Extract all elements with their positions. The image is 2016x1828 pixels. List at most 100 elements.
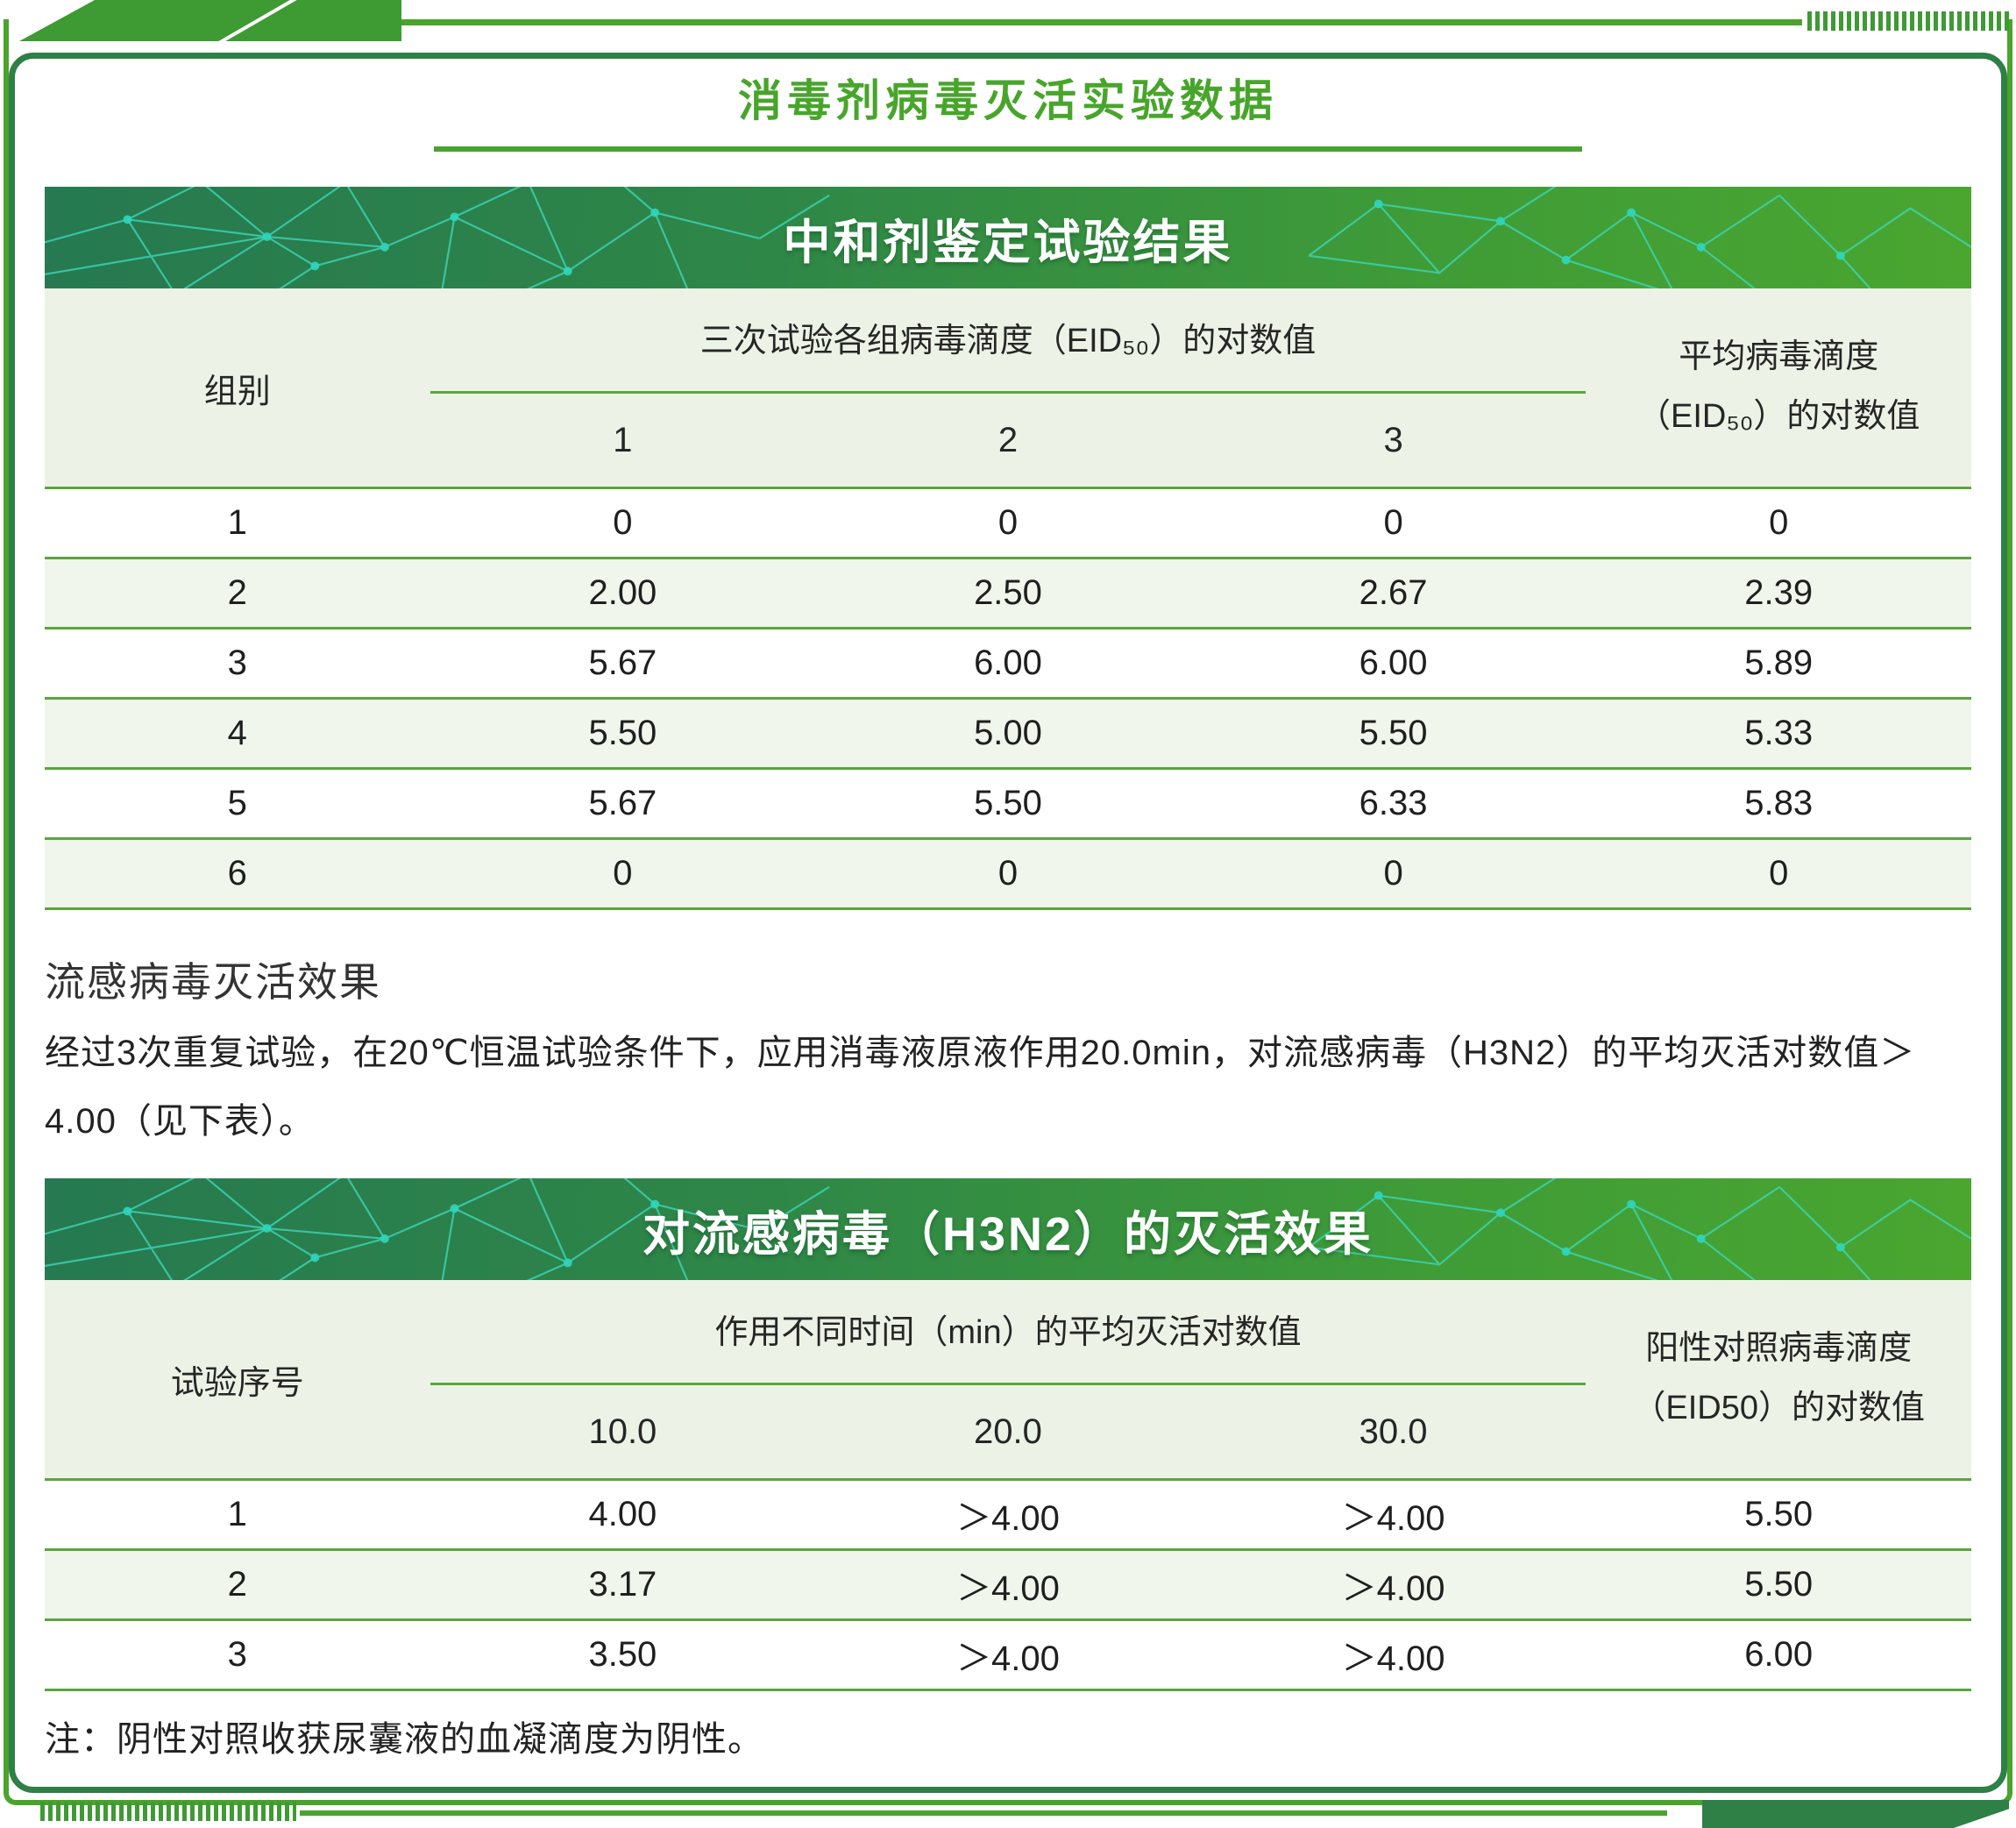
table-cell: 5.67 (588, 644, 657, 682)
table-cell: 5.00 (974, 714, 1042, 752)
table-cell: 0 (613, 854, 633, 893)
table-cell: 2.67 (1359, 573, 1428, 612)
table-cell: 3 (227, 644, 247, 682)
sub-header-1: 1 (613, 420, 633, 459)
corner-seam (218, 0, 297, 41)
section2-paragraph: 经过3次重复试验，在20℃恒温试验条件下，应用消毒液原液作用20.0min，对流… (45, 1034, 1916, 1141)
table-cell: 5.33 (1744, 714, 1814, 752)
sub-header-30: 30.0 (1359, 1412, 1428, 1451)
table-cell: 0 (1769, 854, 1789, 893)
table-cell: 0 (1769, 503, 1789, 542)
table-cell: 3 (227, 1635, 247, 1674)
table-cell: ＞4.00 (1341, 1498, 1445, 1538)
table-cell: 2.00 (588, 573, 657, 612)
table-cell: 5 (227, 784, 247, 822)
table-cell: 2 (227, 573, 247, 612)
table-cell: 5.50 (588, 714, 657, 752)
table-cell: 5.50 (1359, 714, 1428, 752)
corner-decoration-top-left (19, 0, 401, 41)
content-card: 消毒剂病毒灭活实验数据 中和剂鉴定试验结果 (9, 53, 2007, 1793)
table-cell: 2 (227, 1565, 247, 1604)
hatch-bars-bottom-left-icon (40, 1802, 296, 1821)
table-cell: 6.00 (1359, 644, 1428, 682)
table-cell: 1 (227, 1495, 247, 1533)
column-header-average: 平均病毒滴度 （EID₅₀）的对数值 (1586, 288, 1971, 487)
title-underline (434, 146, 1582, 152)
table-row: 1 4.00 ＞4.00 ＞4.00 5.50 (45, 1478, 1971, 1548)
column-header-span: 三次试验各组病毒滴度（EID₅₀）的对数值 1 2 3 (429, 288, 1587, 487)
control-label-line2: （EID50）的对数值 (1632, 1390, 1925, 1426)
corner-decoration-bottom-right (1702, 1800, 2009, 1828)
table-cell: 0 (1383, 854, 1403, 893)
table-header: 组别 三次试验各组病毒滴度（EID₅₀）的对数值 1 2 3 平均病毒滴度 （E… (45, 288, 1971, 487)
sub-header-10: 10.0 (588, 1412, 657, 1451)
footnote: 注：阴性对照收获尿囊液的血凝滴度为阴性。 (45, 1720, 763, 1759)
table-cell: 3.50 (588, 1635, 657, 1674)
table-cell: 5.50 (1744, 1565, 1814, 1604)
sub-header-20: 20.0 (974, 1412, 1042, 1451)
table-cell: 3.17 (588, 1565, 657, 1604)
column-header-group: 组别 (203, 373, 271, 410)
network-pattern-icon (45, 1178, 1971, 1280)
h3n2-inactivation-table: 试验序号 作用不同时间（min）的平均灭活对数值 10.0 20.0 30.0 … (45, 1280, 1971, 1691)
table-cell: 6 (227, 854, 247, 893)
column-header-span: 作用不同时间（min）的平均灭活对数值 10.0 20.0 30.0 (429, 1280, 1587, 1478)
table-cell: ＞4.00 (956, 1568, 1060, 1608)
column-header-test-no: 试验序号 (170, 1364, 304, 1402)
frame-bottom-line (300, 1810, 1667, 1816)
table-cell: ＞4.00 (956, 1498, 1060, 1538)
section1-banner-title: 中和剂鉴定试验结果 (783, 216, 1233, 269)
sub-header-row: 1 2 3 (430, 394, 1587, 487)
frame-top-line (391, 19, 1802, 25)
table-cell: 4.00 (588, 1495, 657, 1533)
table-cell: 2.39 (1744, 573, 1814, 612)
table-cell: ＞4.00 (1341, 1568, 1445, 1608)
table-cell: 1 (227, 503, 247, 542)
span-header-label: 作用不同时间（min）的平均灭活对数值 (714, 1314, 1302, 1351)
span-header-underline (429, 1383, 1587, 1386)
average-label-line2: （EID₅₀）的对数值 (1636, 398, 1920, 435)
span-header-label: 三次试验各组病毒滴度（EID₅₀）的对数值 (699, 323, 1317, 359)
table-cell: 5.67 (588, 784, 657, 822)
table-cell: 6.00 (974, 644, 1042, 682)
table-header: 试验序号 作用不同时间（min）的平均灭活对数值 10.0 20.0 30.0 … (45, 1280, 1971, 1478)
table-row: 2 3.17 ＞4.00 ＞4.00 5.50 (45, 1548, 1971, 1618)
sub-header-3: 3 (1383, 420, 1403, 459)
table-cell: 4 (227, 714, 247, 752)
sub-header-row: 10.0 20.0 30.0 (430, 1385, 1587, 1478)
table-row: 4 5.50 5.00 5.50 5.33 (45, 697, 1971, 767)
table-cell: 5.50 (1744, 1495, 1814, 1533)
frame-outer-line (4, 19, 2012, 1805)
table-cell: 6.33 (1359, 784, 1428, 822)
table-cell: 5.50 (974, 784, 1042, 822)
neutralizer-test-table: 组别 三次试验各组病毒滴度（EID₅₀）的对数值 1 2 3 平均病毒滴度 （E… (45, 288, 1971, 910)
table-cell: 0 (613, 503, 633, 542)
table-row: 3 3.50 ＞4.00 ＞4.00 6.00 (45, 1618, 1971, 1689)
section2-banner: 对流感病毒（H3N2）的灭活效果 (45, 1178, 1971, 1280)
average-label-line1: 平均病毒滴度 (1679, 338, 1879, 376)
span-header-underline (429, 391, 1587, 395)
section2-heading: 流感病毒灭活效果 (45, 959, 381, 1005)
table-row: 5 5.67 5.50 6.33 5.83 (45, 767, 1971, 837)
page-title: 消毒剂病毒灭活实验数据 (738, 76, 1278, 125)
control-label-line1: 阳性对照病毒滴度 (1645, 1330, 1913, 1368)
table-cell: 0 (1383, 503, 1403, 542)
network-pattern-icon (45, 187, 1971, 288)
table-row: 2 2.00 2.50 2.67 2.39 (45, 557, 1971, 627)
table-cell: 5.83 (1744, 784, 1814, 822)
hatch-bars-top-right-icon (1807, 11, 2011, 31)
table-cell: ＞4.00 (956, 1639, 1060, 1678)
section2-banner-title: 对流感病毒（H3N2）的灭活效果 (642, 1207, 1374, 1261)
section1-banner: 中和剂鉴定试验结果 (45, 187, 1971, 288)
table-cell: 0 (997, 503, 1019, 542)
table-row: 6 0 0 0 0 (45, 837, 1971, 907)
table-cell: 0 (997, 854, 1019, 893)
table-cell: 6.00 (1744, 1635, 1814, 1674)
table-row: 1 0 0 0 0 (45, 487, 1971, 557)
column-header-positive-control: 阳性对照病毒滴度 （EID50）的对数值 (1586, 1280, 1971, 1478)
table-row: 3 5.67 6.00 6.00 5.89 (45, 627, 1971, 697)
table-cell: ＞4.00 (1341, 1639, 1445, 1678)
sub-header-2: 2 (997, 420, 1019, 459)
table-cell: 5.89 (1744, 644, 1814, 682)
